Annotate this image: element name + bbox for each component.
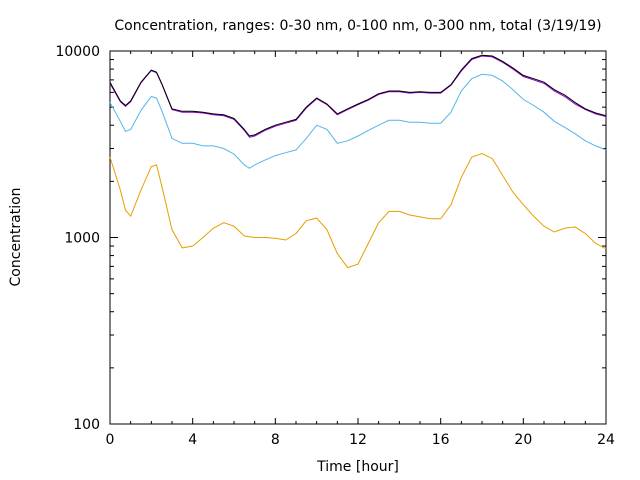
series-line-1 bbox=[109, 54, 607, 137]
y-tick-label: 10000 bbox=[55, 44, 100, 60]
x-tick-label: 4 bbox=[188, 432, 197, 448]
y-axis-label: Concentration bbox=[8, 187, 24, 286]
chart-title: Concentration, ranges: 0-30 nm, 0-100 nm… bbox=[114, 18, 601, 34]
series-lines bbox=[109, 54, 607, 269]
series-line-3 bbox=[109, 73, 607, 169]
series-line-2 bbox=[109, 55, 607, 138]
y-tick-label: 100 bbox=[73, 417, 100, 433]
x-axis-label: Time [hour] bbox=[316, 459, 399, 475]
x-axis: 0 4 8 12 16 20 24 bbox=[106, 51, 615, 448]
series-line-4 bbox=[109, 152, 607, 269]
x-tick-label: 12 bbox=[349, 432, 367, 448]
x-tick-label: 0 bbox=[106, 432, 115, 448]
x-tick-label: 20 bbox=[514, 432, 532, 448]
x-tick-label: 8 bbox=[271, 432, 280, 448]
y-axis: 100 1000 10000 bbox=[55, 44, 606, 433]
x-tick-label: 24 bbox=[597, 432, 615, 448]
plot-area-frame bbox=[109, 50, 607, 425]
x-tick-label: 16 bbox=[432, 432, 450, 448]
y-tick-label: 1000 bbox=[64, 231, 100, 247]
